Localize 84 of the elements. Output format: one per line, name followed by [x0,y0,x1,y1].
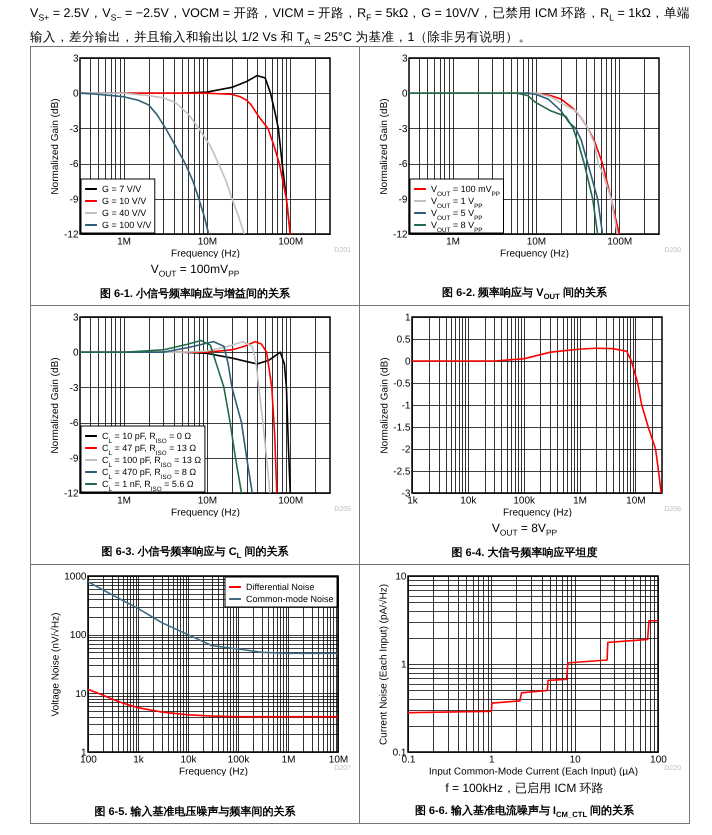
y-axis-title: Normalized Gain (dB) [379,98,390,195]
y-tick-label: 0 [402,88,408,100]
x-tick-label: 1M [117,236,132,248]
legend-label: C$_{L}$ = 470 pF, R$_{ISO}$ = 8 Ω [102,467,196,480]
y-tick-label: 0.5 [396,334,411,346]
x-tick-label: 1M [446,236,460,248]
x-tick-label: 100M [278,496,304,506]
y-axis-title: Normalized Gain (dB) [50,357,62,454]
x-tick-label: 1M [573,496,587,506]
y-tick-label: 3 [72,312,79,324]
legend-label: C$_{L}$ = 100 pF, R$_{ISO}$ = 13 Ω [102,455,202,468]
x-tick-label: 10M [328,754,348,766]
y-tick-label: -1 [402,400,411,412]
text: 图 6-1. 小信号频率响应与增益间的关系 [98,286,292,301]
y-tick-label: 0 [72,88,79,100]
x-tick-label: 1M [282,754,296,766]
y-tick-label: 10 [395,572,407,582]
x-tick-label: 10k [180,754,198,766]
legend-label: C$_{L}$ = 1 nF, R$_{ISO}$ = 5.6 Ω [102,479,194,492]
x-tick-label: 10M [198,496,218,506]
text: 图 6-5. 输入基准电压噪声与频率间的关系 [93,804,297,819]
legend-label: V$_{OUT}$ = 1 V$_{PP}$ [431,196,482,210]
y-tick-label: -12 [393,230,408,240]
x-tick-label: 100k [228,754,250,766]
y-tick-label: -3 [398,124,408,135]
legend-label: Common-mode Noise [246,594,334,604]
y-tick-label: -0.5 [393,378,411,390]
y-tick-label: 1000 [64,572,87,582]
y-tick-label: -12 [64,230,79,240]
x-tick-label: 100 [650,754,668,766]
legend-label: Differential Noise [246,582,314,592]
text: V$_{OUT}$ = 100mV$_{PP}$ [150,262,240,278]
legend-label: G = 40 V/V [102,208,146,218]
y-tick-label: -12 [64,488,79,500]
text: 图 6-4. 大信号频率响应平坦度 [450,546,599,560]
y-axis-title: Current Noise (Each Input) (pA/√Hz) [378,584,390,746]
y-tick-label: -6 [70,418,79,430]
x-tick-label: 100k [513,496,536,506]
y-tick-label: -9 [70,194,79,206]
legend-label: V$_{OUT}$ = 8 V$_{PP}$ [431,220,482,234]
y-tick-label: -3 [70,382,79,394]
y-tick-label: 0 [404,356,411,368]
x-tick-label: 10M [626,496,646,506]
y-tick-label: 3 [72,54,79,64]
legend-label: V$_{OUT}$ = 100 mV$_{PP}$ [431,184,500,198]
x-tick-label: 1k [407,496,419,506]
y-axis-title: Normalized Gain (dB) [50,98,62,195]
y-tick-label: -3 [70,124,79,135]
x-tick-label: 10M [198,236,218,248]
y-tick-label: -2.5 [393,466,411,478]
x-tick-label: 10M [526,236,546,248]
legend-label: C$_{L}$ = 47 pF, R$_{ISO}$ = 13 Ω [102,443,196,456]
y-tick-label: -9 [398,194,408,206]
x-tick-label: 100M [278,236,304,248]
x-tick-label: 100M [607,236,632,248]
y-axis-title: Voltage Noise (nV/√Hz) [50,612,62,716]
text: f = 100kHz，已启用 ICM 环路 [444,780,605,797]
legend-label: G = 100 V/V [102,220,152,230]
y-tick-label: -1.5 [393,422,411,434]
text: 图 6-3. 小信号频率响应与 C$_{L}$ 间的关系 [100,544,290,560]
x-tick-label: 10k [460,496,478,506]
y-tick-label: 100 [70,630,87,642]
y-tick-label: -6 [70,159,79,170]
y-tick-label: -9 [70,453,79,464]
x-tick-label: 1k [133,754,145,766]
text: 图 6-2. 频率响应与 V$_{OUT}$ 间的关系 [441,286,608,301]
legend-label: G = 10 V/V [102,196,146,206]
x-tick-label: 1M [117,496,132,506]
legend-label: C$_{L}$ = 10 pF, R$_{ISO}$ = 0 Ω [102,431,192,444]
y-tick-label: -6 [398,159,408,170]
legend-label: V$_{OUT}$ = 5 V$_{PP}$ [431,208,482,222]
text: V$_{OUT}$ = 8V$_{PP}$ [490,521,558,538]
x-tick-label: 10 [570,754,582,766]
y-axis-title: Normalized Gain (dB) [379,357,390,454]
legend-label: G = 7 V/V [102,184,142,194]
y-tick-label: 0 [72,348,79,359]
y-tick-label: 1 [400,660,407,670]
y-tick-label: 3 [402,54,408,64]
y-tick-label: 10 [75,688,87,700]
text: V$_{S+}$ = 2.5V，V$_{S−}$ = −2.5V，VOCM = 开路，VICM = 开路，R$_{F}$ = 5kΩ，G = 10V/V，已禁用 ICM 环路，R$_{L}$ = 1kΩ，单端输入，差分输出，并且输入和输出以 1/2 Vs 和 T$_{A}$ ≈ 25°C 为基准，1（除非另有说明）。 [30,6,690,46]
x-tick-label: 1 [489,754,496,766]
text: 图 6-6. 输入基准电流噪声与 I$_{CM_CTL}$ 间的关系 [414,804,636,819]
y-tick-label: -2 [402,444,411,456]
y-tick-label: 1 [404,312,411,324]
